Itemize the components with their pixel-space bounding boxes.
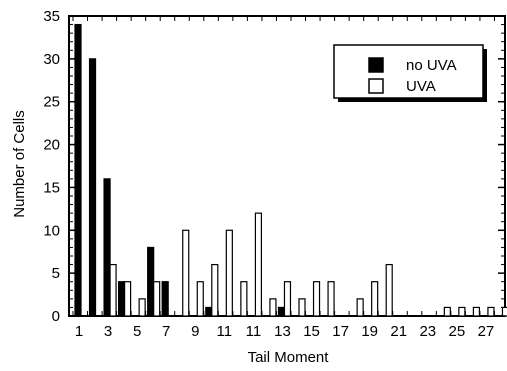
y-tick-label: 25 [43, 94, 60, 111]
x-tick-label: 27 [478, 323, 495, 340]
y-tick-label: 10 [43, 222, 60, 239]
x-tick-label: 7 [162, 323, 170, 340]
legend-swatch-uva [368, 78, 384, 94]
x-tick-label: 15 [303, 323, 320, 340]
bar-uva-15 [283, 281, 292, 317]
bar-no-uva-10 [205, 306, 213, 317]
bar-uva-30 [501, 306, 507, 317]
bar-uva-22 [385, 263, 393, 317]
x-tick-label: 21 [390, 323, 407, 340]
bar-no-uva-7 [161, 281, 169, 317]
bar-uva-10 [211, 263, 219, 317]
bars-layer [74, 23, 507, 317]
y-tick-label: 20 [43, 137, 60, 154]
bar-no-uva-1 [74, 23, 82, 317]
bar-uva-16 [298, 298, 306, 317]
y-tick-label: 30 [43, 51, 60, 68]
y-axis: 0 5 10 15 20 25 30 35 [43, 8, 505, 325]
x-tick-label: 11 [246, 323, 262, 340]
bar-uva-26 [443, 306, 451, 317]
x-axis-title: Tail Moment [248, 349, 330, 366]
bar-no-uva-15 [277, 306, 286, 317]
bar-uva-5 [138, 298, 146, 317]
x-tick-label: 1 [75, 323, 83, 340]
y-tick-label: 0 [52, 308, 60, 325]
bar-uva-13 [254, 212, 262, 317]
bar-no-uva-3 [103, 178, 111, 317]
x-tick-label: 13 [274, 323, 291, 340]
bar-uva-28 [472, 306, 480, 317]
y-axis-title: Number of Cells [11, 110, 28, 218]
bar-uva-3 [109, 263, 117, 317]
x-tick-label: 3 [104, 323, 112, 340]
x-tick-label: 19 [361, 323, 378, 340]
bar-uva-8 [182, 229, 190, 317]
bar-no-uva-4 [117, 281, 126, 317]
legend-box [333, 44, 484, 99]
bar-uva-11 [225, 229, 233, 317]
bar-uva-20 [356, 298, 364, 317]
legend-label-no-uva: no UVA [406, 57, 457, 74]
y-tick-label: 15 [43, 179, 60, 196]
x-tick-label: 25 [449, 323, 466, 340]
bar-uva-21 [371, 281, 379, 317]
x-tick-label: 23 [419, 323, 436, 340]
legend-swatch-no-uva [368, 57, 384, 73]
bar-uva-27 [458, 306, 466, 317]
bar-uva-29 [487, 306, 495, 317]
x-tick-label: 5 [133, 323, 141, 340]
y-tick-label: 5 [52, 265, 60, 282]
bar-uva-12 [240, 281, 248, 317]
bar-no-uva-2 [88, 58, 97, 317]
legend-label-uva: UVA [406, 78, 436, 95]
legend: no UVA UVA [333, 44, 487, 102]
bar-uva-9 [196, 281, 204, 317]
bar-uva-17 [312, 281, 321, 317]
y-tick-label: 35 [43, 8, 60, 25]
x-tick-label: 17 [332, 323, 349, 340]
x-tick-label: 9 [191, 323, 199, 340]
bar-uva-4 [123, 281, 132, 317]
bar-no-uva-6 [147, 246, 155, 317]
x-tick-label: 11 [217, 323, 233, 340]
bar-uva-14 [269, 298, 277, 317]
bar-uva-18 [327, 281, 335, 317]
bar-uva-6 [153, 281, 161, 317]
x-axis: 135791111131517192123252729 [72, 16, 507, 340]
